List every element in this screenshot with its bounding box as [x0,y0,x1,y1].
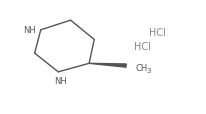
Text: 3: 3 [145,67,150,73]
Text: CH: CH [135,63,147,72]
Text: HCl: HCl [148,27,165,37]
Text: HCl: HCl [133,42,150,52]
Polygon shape [89,64,126,68]
Text: NH: NH [23,26,36,34]
Text: NH: NH [54,76,66,85]
